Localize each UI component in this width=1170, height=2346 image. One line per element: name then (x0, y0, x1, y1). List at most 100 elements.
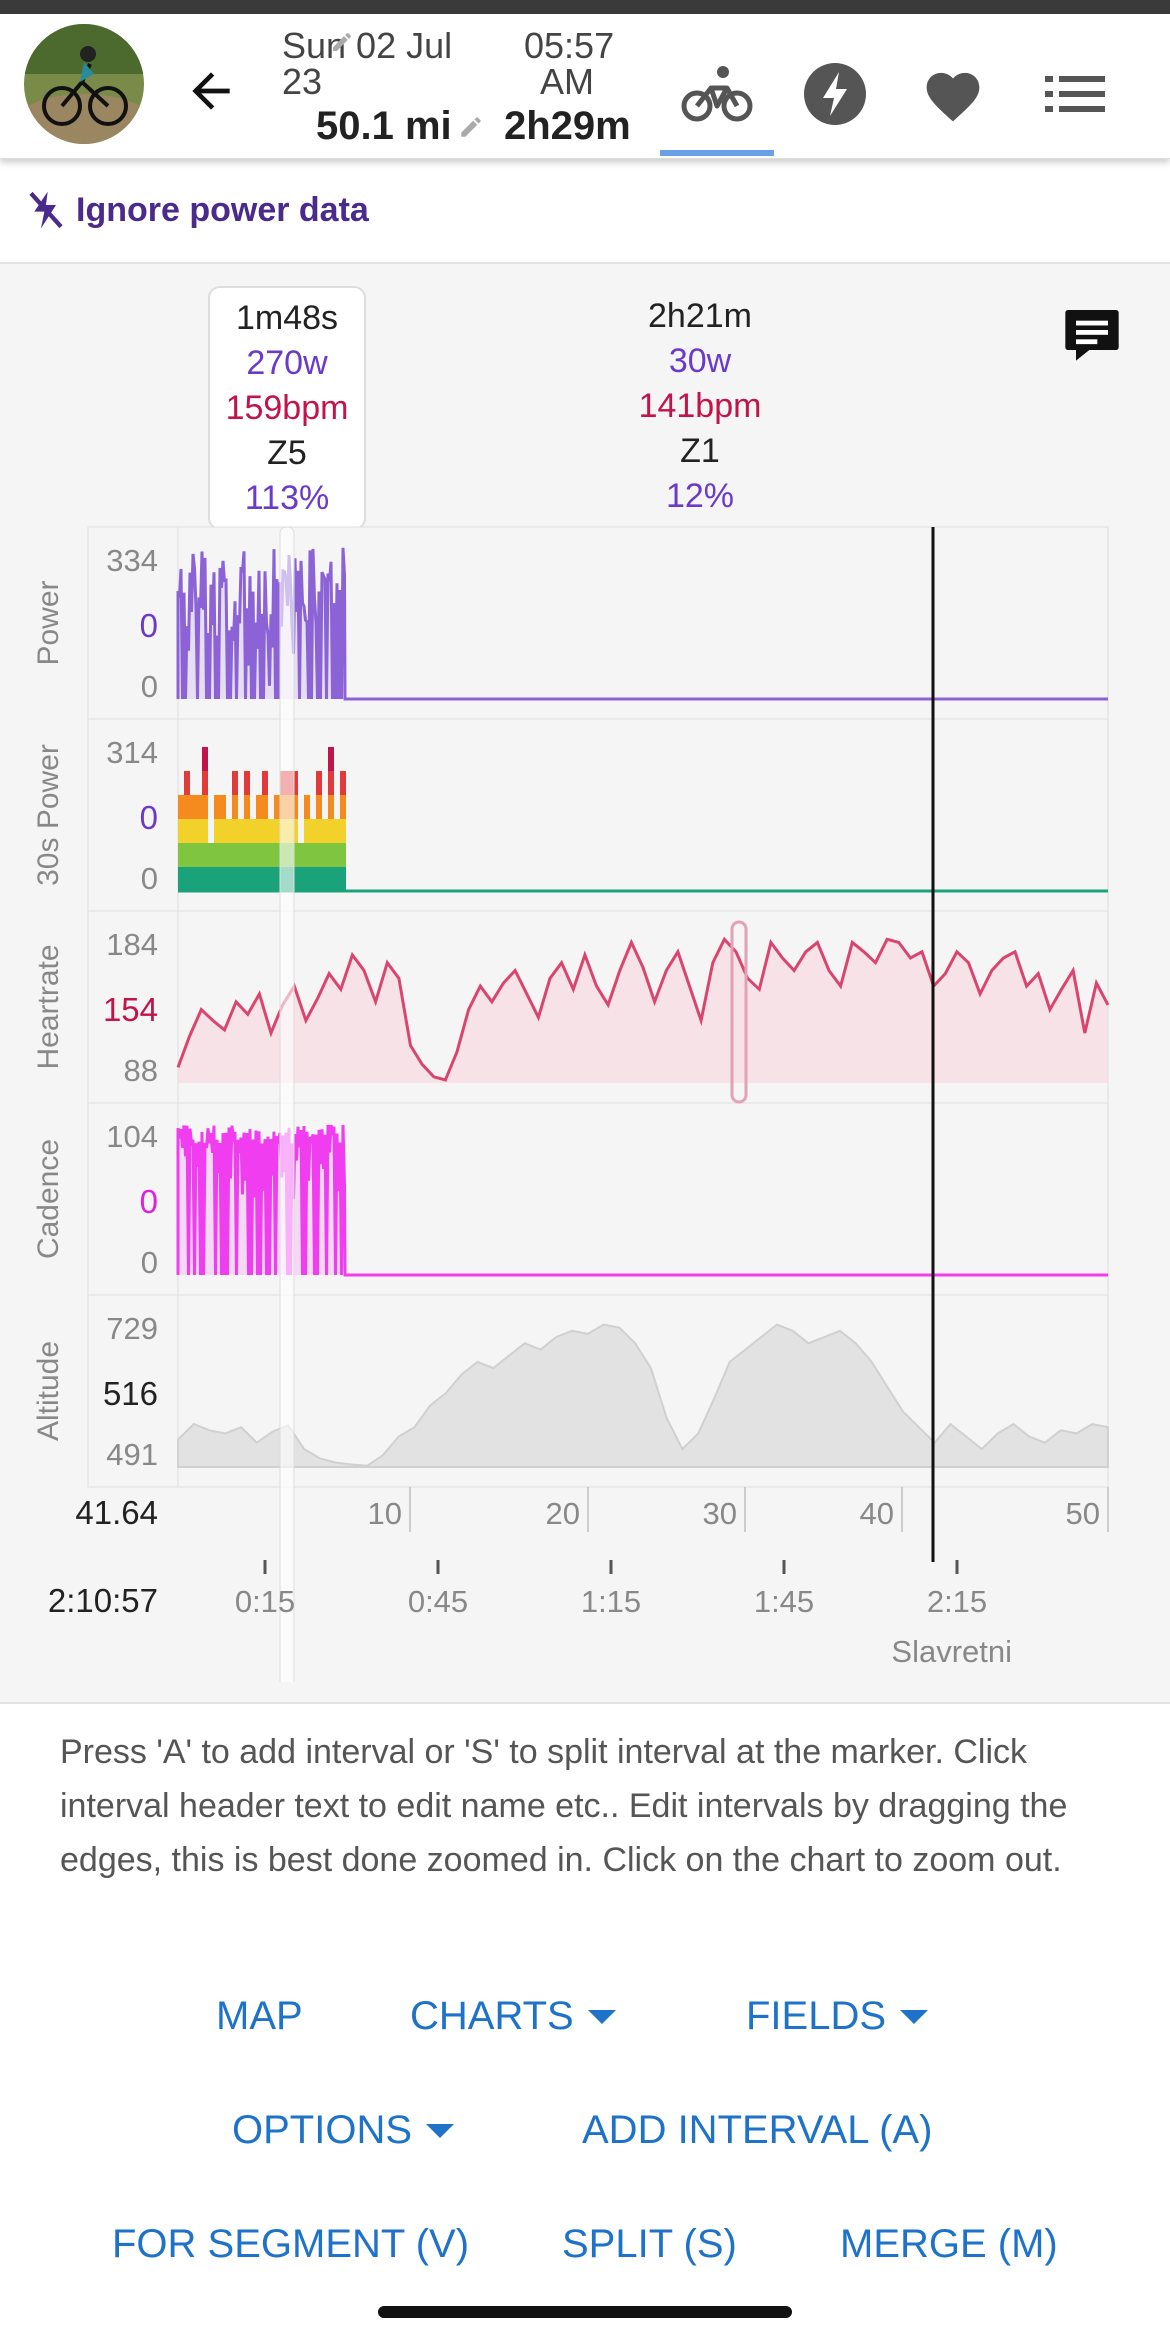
power-zone-bar (274, 843, 280, 867)
power-zone-bar (340, 795, 346, 819)
date-line-1[interactable]: Sun 02 Jul (282, 25, 453, 66)
date-line-2[interactable]: 23 (282, 61, 323, 102)
power-zone-bar (202, 867, 208, 891)
tick-label: 104 (106, 1119, 158, 1154)
power-zone-bar (178, 867, 184, 891)
options-button[interactable]: OPTIONS (232, 2108, 455, 2153)
power-zone-bar (202, 771, 208, 795)
power-zone-bar (184, 795, 190, 819)
power-zone-bar (238, 843, 244, 867)
time-line-2[interactable]: AM (540, 61, 594, 102)
power-zone-bar (262, 867, 268, 891)
tab-list[interactable] (1020, 54, 1130, 134)
split-button[interactable]: SPLIT (S) (562, 2222, 737, 2267)
power-zone-bar (274, 795, 280, 819)
power-zone-bar (268, 843, 274, 867)
power-zone-bar (328, 747, 334, 771)
power-zone-bar (256, 867, 262, 891)
chevron-down-icon (900, 2009, 929, 2024)
interval-heartrate: 141bpm (638, 387, 762, 425)
power-zone-bar (316, 819, 322, 843)
power-zone-bar (274, 867, 280, 891)
power-zone-bar (322, 867, 328, 891)
merge-button[interactable]: MERGE (M) (840, 2222, 1058, 2267)
tab-heart[interactable] (898, 54, 1008, 134)
power-zone-bar (310, 867, 316, 891)
add-interval-button[interactable]: ADD INTERVAL (A) (582, 2108, 932, 2153)
comment-icon[interactable] (1060, 302, 1124, 366)
tick-label: 154 (103, 991, 158, 1028)
pencil-icon (333, 33, 351, 51)
interval-header-2[interactable]: 2h21m 30w 141bpm Z1 12% (600, 294, 800, 519)
power-zone-bar (232, 795, 238, 819)
ignore-power-toggle[interactable]: Ignore power data (26, 184, 369, 236)
power-zone-bar (340, 843, 346, 867)
tick-label: 0 (141, 861, 158, 896)
distance-value[interactable]: 50.1 mi (316, 104, 452, 148)
back-button[interactable] (178, 58, 244, 124)
interval-duration: 2h21m (648, 297, 752, 335)
power-zone-bar (244, 795, 250, 819)
power-zone-bar (304, 867, 310, 891)
interval-power: 30w (668, 342, 732, 380)
time-tick-label: 0:15 (235, 1584, 295, 1619)
power-zone-bar (334, 843, 340, 867)
map-button-label: MAP (216, 1994, 303, 2038)
charts-button[interactable]: CHARTS (410, 1994, 616, 2039)
tab-power[interactable] (780, 54, 890, 134)
list-icon (1045, 76, 1105, 112)
selected-interval-band (279, 526, 295, 1682)
power-zone-bar (262, 795, 268, 819)
power-zone-bar (328, 771, 334, 795)
panel-label: Heartrate (32, 944, 65, 1069)
power-zone-bar (232, 771, 238, 795)
power-zone-bar (190, 843, 196, 867)
chevron-down-icon (587, 2009, 616, 2024)
power-zone-bar (238, 819, 244, 843)
heartrate-line (176, 936, 1110, 1082)
avatar[interactable] (24, 24, 144, 144)
power-zone-bar (202, 795, 208, 819)
power-zone-bar (274, 819, 280, 843)
for-segment-label: FOR SEGMENT (V) (112, 2222, 470, 2266)
distance-tick-label: 10 (368, 1496, 402, 1531)
map-button[interactable]: MAP (216, 1994, 303, 2039)
tab-ride-analysis[interactable] (662, 54, 772, 134)
chart-panel: Power 334 0 0 (32, 526, 1109, 720)
chart-panel: 30s Power 314 0 0 (32, 718, 1109, 912)
power-zone-bar (226, 843, 232, 867)
power-series (176, 547, 1108, 701)
power-zone-bar (268, 867, 274, 891)
split-label: SPLIT (S) (562, 2222, 737, 2266)
power-zone-bar (220, 795, 226, 819)
chart-panel: Altitude 729 516 491 (32, 1294, 1109, 1488)
status-bar (0, 0, 1170, 14)
chevron-down-icon (426, 2123, 455, 2138)
power-zone-bar (178, 843, 184, 867)
power-zone-bar (334, 867, 340, 891)
activity-charts[interactable]: Power 334 0 0 30s Power 314 0 0 Heartrate 184 154 8… (0, 262, 1170, 1682)
power-zone-bar (304, 843, 310, 867)
duration-value[interactable]: 2h29m (504, 104, 631, 148)
for-segment-button[interactable]: FOR SEGMENT (V) (112, 2222, 469, 2267)
power-zone-bar (214, 843, 220, 867)
power-zone-bar (316, 795, 322, 819)
power-zone-bar (298, 843, 304, 867)
fields-button-label: FIELDS (746, 1994, 887, 2038)
pencil-icon (461, 117, 481, 137)
distance-marker-label: 41.64 (75, 1494, 158, 1531)
power-zone-bar (178, 795, 184, 819)
power-zone-bar (310, 843, 316, 867)
power-zone-bar (328, 843, 334, 867)
tick-label: 184 (106, 927, 158, 962)
power-zone-bar (292, 795, 298, 819)
interval-header-1[interactable]: 1m48s 270w 159bpm Z5 113% (208, 286, 366, 530)
time-line-1[interactable]: 05:57 (524, 25, 615, 66)
ignore-power-label: Ignore power data (76, 190, 369, 229)
fields-button[interactable]: FIELDS (746, 1994, 929, 2039)
home-indicator[interactable] (378, 2306, 792, 2318)
power-zone-bar (256, 819, 262, 843)
power-zone-bar (232, 843, 238, 867)
interval-percent: 113% (244, 479, 330, 517)
